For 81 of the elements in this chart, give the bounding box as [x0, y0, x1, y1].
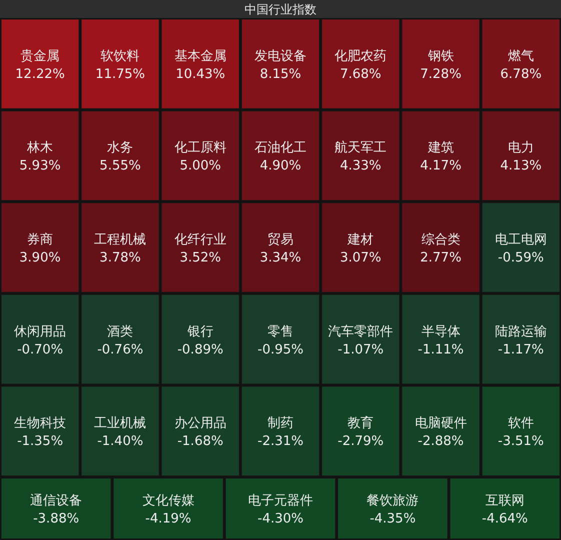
data-label: 5.00% [180, 158, 222, 174]
category-label: 酒类 [107, 324, 134, 340]
category-label: 软件 [508, 416, 534, 432]
category-label: 通信设备 [30, 494, 82, 508]
data-label: 3.90% [19, 250, 61, 266]
data-label: 7.28% [420, 66, 462, 82]
category-label: 航天军工 [334, 140, 387, 156]
data-label: 11.75% [95, 66, 146, 82]
data-label: 5.93% [19, 158, 61, 174]
data-label: -0.95% [258, 342, 304, 358]
category-label: 电子元器件 [248, 494, 313, 508]
category-label: 电工电网 [494, 232, 547, 248]
data-label: -4.64% [482, 512, 528, 526]
category-label: 工业机械 [94, 416, 146, 432]
category-label: 化肥农药 [334, 48, 387, 64]
data-label: 6.78% [500, 66, 542, 82]
data-label: -1.17% [498, 342, 544, 358]
category-label: 生物科技 [14, 416, 66, 432]
category-label: 建筑 [426, 140, 454, 156]
data-label: -3.51% [498, 434, 544, 450]
category-label: 制药 [268, 416, 294, 432]
category-label: 贸易 [268, 232, 294, 248]
data-label: -4.35% [370, 512, 416, 526]
data-label: 3.52% [180, 250, 222, 266]
category-label: 林木 [26, 140, 54, 156]
category-label: 互联网 [485, 494, 524, 508]
category-label: 教育 [348, 415, 374, 432]
data-label: -0.89% [177, 342, 224, 358]
category-label: 基本金属 [174, 48, 226, 64]
data-label: 4.13% [500, 158, 542, 174]
data-label: 4.90% [260, 158, 302, 174]
category-label: 零售 [268, 324, 294, 340]
data-label: 8.15% [260, 66, 302, 82]
data-label: 4.33% [340, 158, 382, 174]
data-label: -1.68% [177, 434, 224, 450]
data-label: -2.31% [258, 434, 304, 450]
data-label: -1.40% [97, 434, 144, 450]
category-label: 建材 [346, 232, 374, 248]
category-label: 综合类 [421, 232, 460, 248]
data-label: 10.43% [176, 66, 226, 82]
data-label: -2.79% [338, 434, 384, 450]
data-label: -4.30% [258, 512, 304, 526]
category-label: 办公用品 [174, 416, 226, 432]
title-bar: 中国行业指数 [0, 0, 561, 18]
category-label: 半导体 [421, 324, 460, 340]
category-label: 水务 [107, 140, 134, 156]
category-label: 石油化工 [254, 140, 306, 156]
data-label: 5.55% [100, 158, 141, 174]
data-label: -2.88% [418, 434, 464, 450]
category-label: 电力 [508, 140, 534, 156]
data-label: -3.88% [33, 512, 80, 526]
category-label: 休闲用品 [14, 324, 66, 340]
category-label: 软饮料 [100, 48, 140, 64]
data-label: -1.07% [338, 342, 384, 358]
data-label: -4.19% [145, 512, 192, 526]
data-label: 7.68% [340, 66, 382, 82]
data-label: 3.78% [100, 250, 141, 266]
data-label: -0.76% [97, 342, 144, 358]
category-label: 化工原料 [174, 140, 226, 156]
category-label: 化纤行业 [174, 232, 226, 248]
category-label: 文化传媒 [142, 494, 194, 508]
category-label: 燃气 [508, 48, 534, 64]
category-label: 银行 [186, 324, 214, 340]
data-label: -1.11% [418, 342, 464, 358]
data-label: 3.07% [340, 250, 382, 266]
data-label: -0.59% [498, 250, 544, 266]
category-label: 汽车零部件 [328, 324, 394, 340]
data-label: 12.22% [15, 66, 65, 82]
category-label: 陆路运输 [494, 324, 547, 340]
data-label: 3.34% [260, 250, 302, 266]
data-label: 4.17% [420, 158, 462, 174]
category-label: 发电设备 [254, 48, 306, 64]
category-label: 电脑硬件 [414, 416, 467, 432]
category-label: 工程机械 [94, 232, 146, 248]
data-label: -0.70% [17, 342, 64, 358]
category-label: 餐饮旅游 [366, 494, 419, 508]
category-label: 钢铁 [426, 48, 454, 64]
data-label: 2.77% [420, 250, 462, 266]
category-label: 券商 [27, 232, 54, 248]
data-label: -1.35% [17, 434, 64, 450]
category-label: 贵金属 [20, 48, 60, 64]
